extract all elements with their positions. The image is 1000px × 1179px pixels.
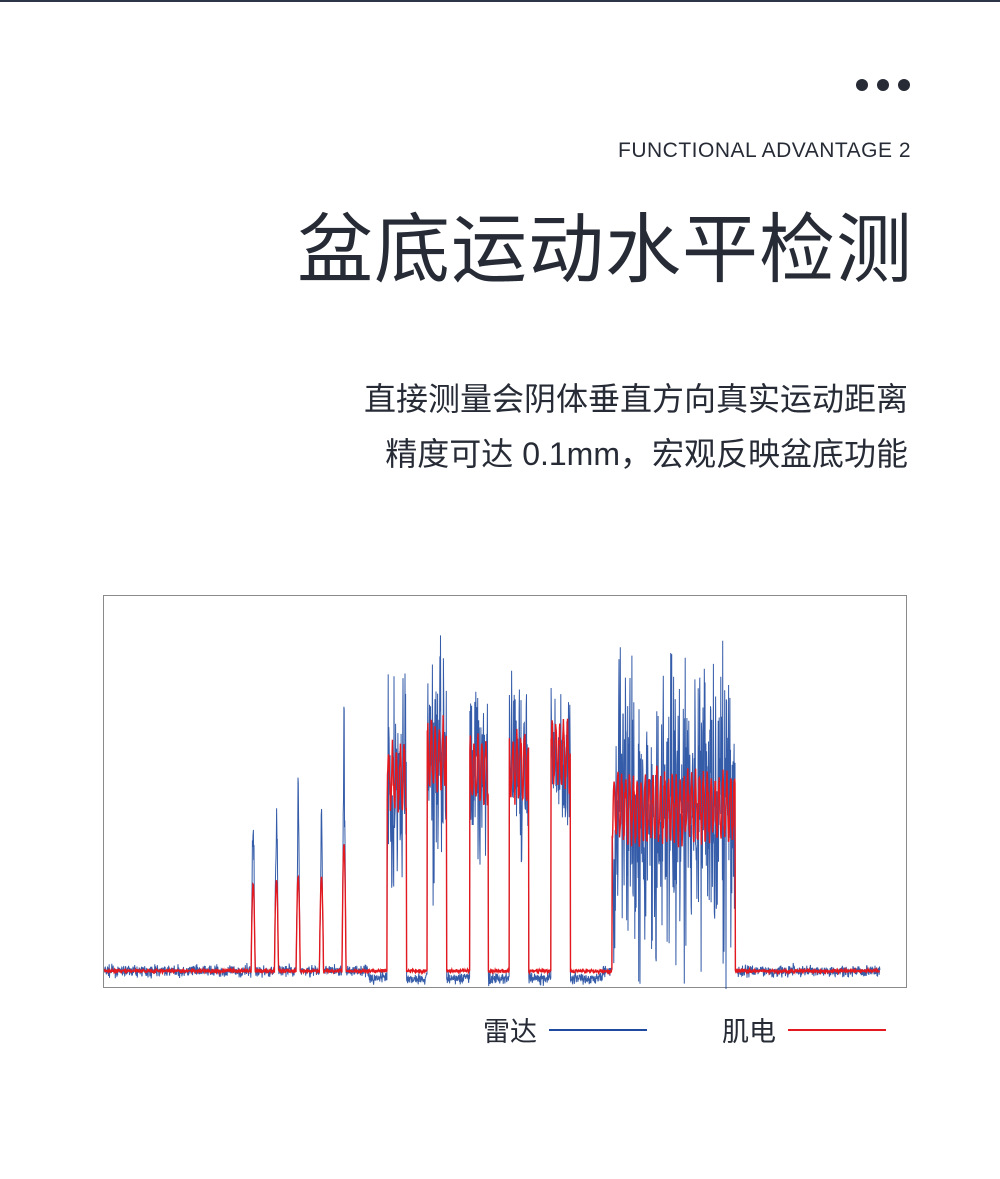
dot [877, 79, 889, 91]
more-dots-icon [856, 79, 910, 91]
signal-chart [103, 595, 907, 989]
series-line-emg [104, 715, 881, 976]
legend-label-emg: 肌电 [722, 1017, 776, 1047]
chart-plot-area [104, 635, 881, 989]
series-line-radar [104, 635, 881, 989]
dot [856, 79, 868, 91]
section-eyebrow: FUNCTIONAL ADVANTAGE 2 [618, 139, 911, 162]
dot [898, 79, 910, 91]
legend-item-radar: 雷达 [483, 1010, 647, 1049]
legend-swatch-emg [788, 1028, 886, 1031]
legend-label-radar: 雷达 [483, 1017, 537, 1047]
chart-legend: 雷达 肌电 [0, 1010, 1000, 1050]
legend-swatch-radar [549, 1028, 647, 1031]
page-title: 盆底运动水平检测 [297, 208, 913, 293]
legend-item-emg: 肌电 [722, 1010, 886, 1049]
description-line-1: 直接测量会阴体垂直方向真实运动距离 [363, 381, 908, 417]
description: 直接测量会阴体垂直方向真实运动距离 精度可达 0.1mm，宏观反映盆底功能 [364, 372, 908, 482]
top-border [0, 0, 1000, 2]
description-line-2: 精度可达 0.1mm，宏观反映盆底功能 [385, 436, 908, 472]
